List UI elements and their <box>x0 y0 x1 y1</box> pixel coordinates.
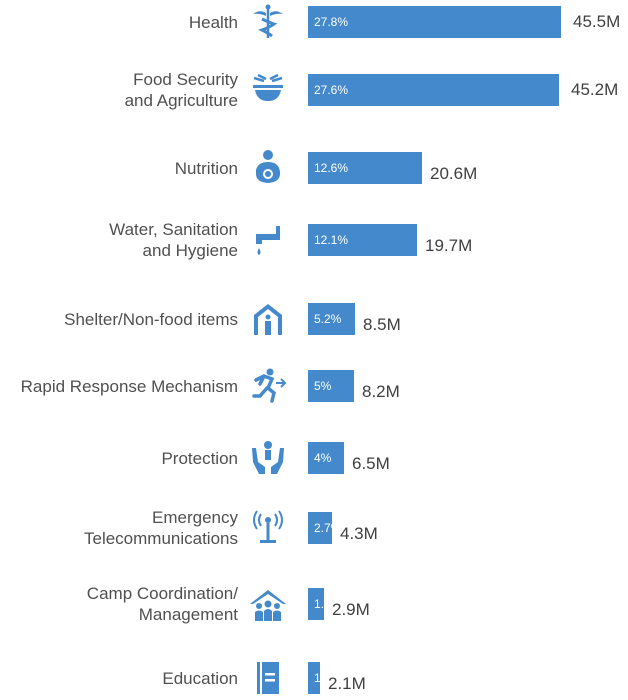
bar: 1.7% <box>308 588 341 620</box>
percent-label: 1.3% <box>314 671 342 685</box>
category-label: Shelter/Non-food items <box>0 309 238 330</box>
category-label: Emergency Telecommunications <box>0 507 238 549</box>
category-label: Camp Coordination/Management <box>0 583 238 625</box>
bar: 1.3% <box>308 662 341 694</box>
category-label-line: Telecommunications <box>83 529 238 548</box>
category-label-line: Rapid Response Mechanism <box>20 376 238 396</box>
health-caduceus-icon <box>248 2 288 42</box>
category-label-line: Management <box>138 605 238 624</box>
bar: 27.8% <box>308 6 561 38</box>
rapid-response-runner-icon <box>248 366 288 406</box>
category-label: Education <box>0 668 238 689</box>
value-label: 4.3M <box>340 524 378 543</box>
category-label-line: Emergency <box>152 508 238 527</box>
percent-label: 4% <box>314 451 332 465</box>
food-security-bowl-icon <box>248 70 288 110</box>
value-label: 20.6M <box>430 164 478 183</box>
percent-label: 5.2% <box>314 312 342 326</box>
education-book-icon <box>248 658 288 698</box>
bar: 27.6% <box>308 74 559 106</box>
percent-label: 12.6% <box>314 161 349 175</box>
camp-coordination-icon <box>248 584 288 624</box>
percent-label: 1.7% <box>314 597 342 611</box>
percent-label: 2.7% <box>314 521 342 535</box>
category-label-line: Nutrition <box>174 158 238 178</box>
shelter-icon <box>248 299 288 339</box>
value-label: 8.5M <box>363 315 401 334</box>
bar: 12.6% <box>308 152 422 184</box>
bar: 12.1% <box>308 224 417 256</box>
telecom-antenna-icon <box>248 508 288 548</box>
category-label-line: and Agriculture <box>124 91 238 110</box>
category-label: Rapid Response Mechanism <box>0 376 238 397</box>
category-label: Health <box>0 12 238 33</box>
value-label: 2.1M <box>328 674 366 693</box>
category-label-line: Protection <box>161 448 238 468</box>
percent-label: 27.8% <box>314 15 349 29</box>
category-label: Protection <box>0 448 238 469</box>
category-label: Food Security and Agriculture <box>0 69 238 111</box>
value-label: 19.7M <box>425 236 473 255</box>
category-label-line: and Hygiene <box>142 241 238 260</box>
category-label: Water, Sanitation and Hygiene <box>0 219 238 261</box>
value-label: 2.9M <box>332 600 370 619</box>
category-label: Nutrition <box>0 158 238 179</box>
bar: 5.2% <box>308 303 355 335</box>
percent-label: 5% <box>314 379 332 393</box>
value-label: 45.2M <box>571 80 619 99</box>
bar: 4% <box>308 442 344 474</box>
category-label-line: Shelter/Non-food items <box>64 309 238 329</box>
percent-label: 12.1% <box>314 233 349 247</box>
category-label-line: Food Security <box>133 70 238 89</box>
category-label-line: Camp Coordination/ <box>86 584 238 603</box>
category-label-line: Water, Sanitation <box>109 220 238 239</box>
percent-label: 27.6% <box>314 83 349 97</box>
water-tap-icon <box>248 220 288 260</box>
category-label-line: Health <box>188 12 238 32</box>
value-label: 45.5M <box>573 12 621 31</box>
protection-hands-icon <box>248 438 288 478</box>
bar: 5% <box>308 370 354 402</box>
value-label: 6.5M <box>352 454 390 473</box>
nutrition-mother-child-icon <box>248 148 288 188</box>
value-label: 8.2M <box>362 382 400 401</box>
category-label-line: Education <box>162 668 238 688</box>
bar: 2.7% <box>308 512 341 544</box>
